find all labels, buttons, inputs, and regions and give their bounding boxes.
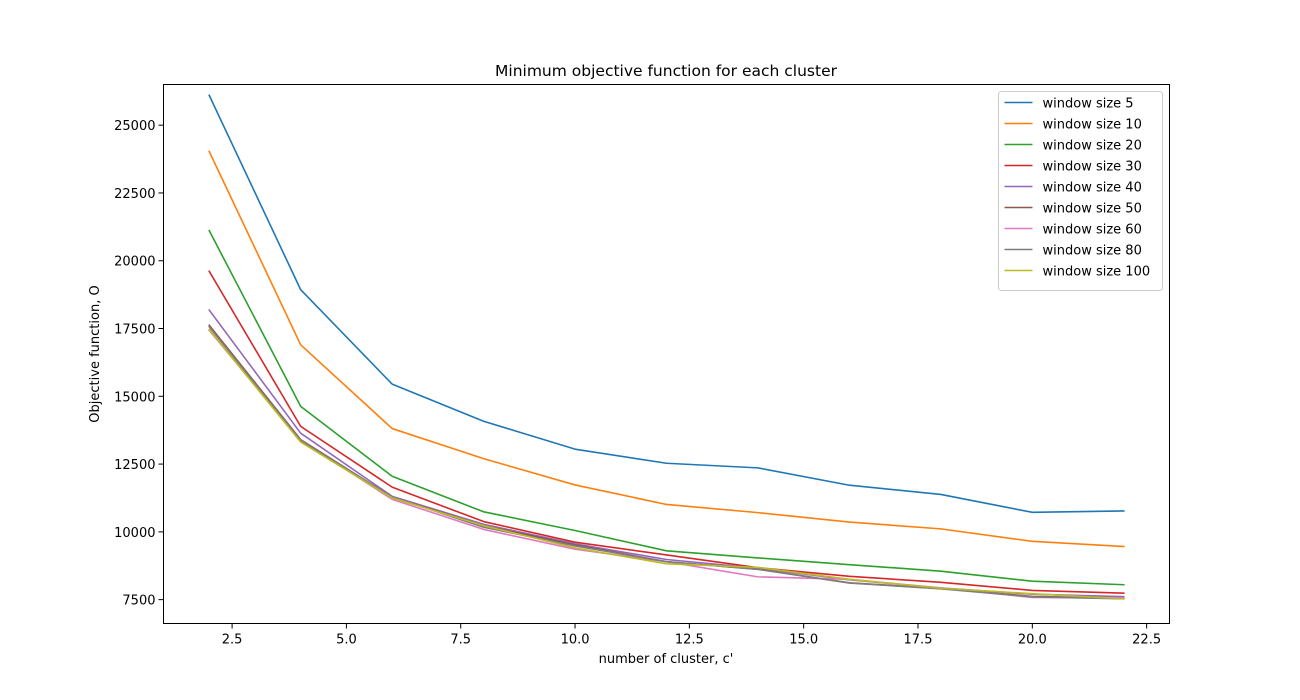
series-line-8 xyxy=(208,325,1125,600)
y-tick-label: 10000 xyxy=(114,526,155,541)
y-tick-label: 12500 xyxy=(114,458,155,473)
x-tick-label: 7.5 xyxy=(450,633,471,648)
legend-label: window size 60 xyxy=(1043,223,1142,238)
legend-label: window size 40 xyxy=(1043,181,1142,196)
legend-label: window size 50 xyxy=(1043,202,1142,217)
legend-label: window size 20 xyxy=(1043,139,1142,154)
legend-label: window size 80 xyxy=(1043,244,1142,259)
series-line-1 xyxy=(208,94,1125,514)
x-tick-label: 5.0 xyxy=(336,633,357,648)
legend-label: window size 100 xyxy=(1043,265,1151,280)
legend-label: window size 5 xyxy=(1043,97,1134,112)
y-axis: 7500 10000 12500 15000 17500 20000 22500 25000 xyxy=(114,119,164,609)
legend-box xyxy=(998,91,1163,291)
y-axis-title: Objective function, O xyxy=(88,285,103,422)
series-line-9 xyxy=(208,328,1125,600)
y-tick-label: 17500 xyxy=(114,323,155,338)
series-line-4 xyxy=(208,270,1125,594)
x-tick-label: 17.5 xyxy=(904,633,933,648)
series-line-2 xyxy=(208,150,1125,548)
x-axis-title: number of cluster, c' xyxy=(599,652,734,667)
plot-area xyxy=(208,94,1125,600)
chart-title: Minimum objective function for each clus… xyxy=(495,62,838,80)
series-line-3 xyxy=(208,229,1125,586)
x-tick-label: 15.0 xyxy=(789,633,818,648)
y-tick-label: 7500 xyxy=(122,594,155,609)
y-tick-label: 25000 xyxy=(114,119,155,134)
x-tick-label: 20.0 xyxy=(1018,633,1047,648)
axes-frame xyxy=(163,84,1170,624)
x-tick-label: 10.0 xyxy=(561,633,590,648)
x-tick-label: 22.5 xyxy=(1132,633,1161,648)
legend: window size 5 window size 10 window size 2… xyxy=(998,91,1163,291)
legend-label: window size 10 xyxy=(1043,118,1142,133)
y-tick-label: 15000 xyxy=(114,390,155,405)
x-tick-label: 12.5 xyxy=(675,633,704,648)
x-axis: 2.5 5.0 7.5 10.0 12.5 15.0 17.5 20.0 22.5 xyxy=(222,623,1161,648)
y-tick-label: 20000 xyxy=(114,255,155,270)
legend-label: window size 30 xyxy=(1043,160,1142,175)
x-tick-label: 2.5 xyxy=(222,633,243,648)
y-tick-label: 22500 xyxy=(114,187,155,202)
